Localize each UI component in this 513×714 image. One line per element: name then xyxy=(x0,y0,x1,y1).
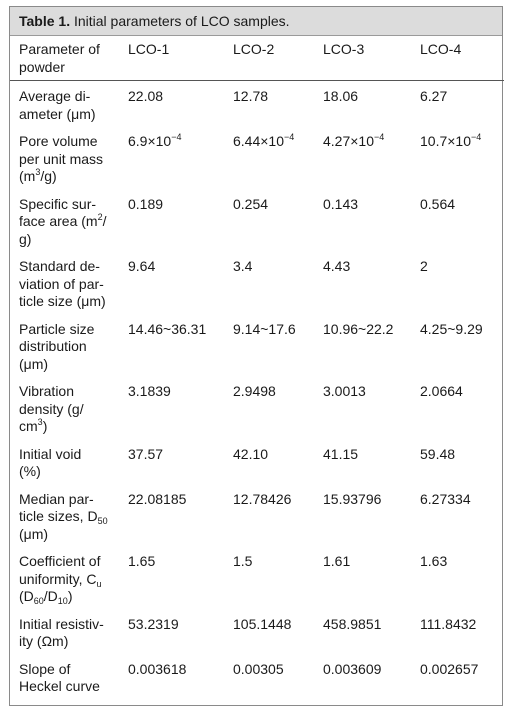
cell-value: 22.08185 xyxy=(128,490,187,507)
cell-value: 111.8432 xyxy=(420,615,477,632)
row-label-pore-volume: Pore volume per unit mass (m3/g) xyxy=(19,133,104,184)
table-row: Slope of Heckel curve 0.003618 0.00305 0.… xyxy=(10,654,504,699)
table-row: Coefficient of uniformity, Cu (D60/D10) 1.… xyxy=(10,546,504,609)
header-lco-1: LCO-1 xyxy=(128,41,170,57)
cell-value: 10.7×10−4 xyxy=(420,132,482,150)
cell-value: 6.27334 xyxy=(420,490,471,507)
cell-value: 9.64 xyxy=(128,258,156,274)
cell-value: 0.003618 xyxy=(128,660,187,677)
cell-value: 53.2319 xyxy=(128,615,179,632)
cell-value: 9.14~17.6 xyxy=(233,320,296,337)
cell-value: 3.0013 xyxy=(323,383,366,399)
cell-value: 1.61 xyxy=(323,553,351,569)
cell-value: 6.27 xyxy=(420,88,448,104)
cell-value: 37.57 xyxy=(128,445,164,462)
cell-value: 6.9×10−4 xyxy=(128,132,182,150)
cell-value: 4.43 xyxy=(323,258,351,274)
cell-value: 14.46~36.31 xyxy=(128,320,207,337)
cell-value: 1.5 xyxy=(233,553,253,569)
cell-value: 458.9851 xyxy=(323,615,382,632)
table-frame: Table 1. Initial parameters of LCO sampl… xyxy=(9,6,504,706)
row-label-average-diameter: Average di-ameter (μm) xyxy=(19,88,96,122)
cell-value: 2.0664 xyxy=(420,383,463,399)
cell-value: 0.003609 xyxy=(323,660,382,677)
parameters-table: Parameter of powder LCO-1 LCO-2 LCO-3 LCO… xyxy=(10,36,504,699)
table-row: Initial void (%) 37.57 42.10 41.15 59.48 xyxy=(10,439,504,484)
table-title: Initial parameters of LCO samples. xyxy=(73,13,290,29)
cell-value: 4.27×10−4 xyxy=(323,132,385,150)
cell-value: 59.48 xyxy=(420,445,456,462)
cell-value: 0.002657 xyxy=(420,660,479,677)
table-row: Vibration density (g/cm3) 3.1839 2.9498 3… xyxy=(10,376,504,439)
cell-value: 18.06 xyxy=(323,88,359,104)
cell-value: 4.25~9.29 xyxy=(420,320,483,337)
row-label-particle-size-distribution: Particle size distribution (μm) xyxy=(19,320,95,372)
cell-value: 12.78426 xyxy=(233,490,292,507)
row-label-initial-void: Initial void (%) xyxy=(19,445,82,480)
cell-value: 1.63 xyxy=(420,553,448,569)
table-row: Initial resistiv-ity (Ωm) 53.2319 105.14… xyxy=(10,609,504,654)
cell-value: 0.189 xyxy=(128,195,164,212)
cell-value: 3.4 xyxy=(233,258,253,274)
row-label-slope-of-heckel-curve: Slope of Heckel curve xyxy=(19,660,100,695)
row-label-specific-surface-area: Specific sur-face area (m2/g) xyxy=(19,195,107,247)
header-lco-3: LCO-3 xyxy=(323,41,365,57)
table-row: Specific sur-face area (m2/g) 0.189 0.25… xyxy=(10,189,504,252)
header-parameter: Parameter of powder xyxy=(19,41,100,75)
header-lco-2: LCO-2 xyxy=(233,41,275,57)
row-label-initial-resistivity: Initial resistiv-ity (Ωm) xyxy=(19,615,104,650)
row-label-coefficient-of-uniformity: Coefficient of uniformity, Cu (D60/D10) xyxy=(19,553,102,606)
cell-value: 10.96~22.2 xyxy=(323,320,394,337)
cell-value: 2 xyxy=(420,258,428,274)
row-label-vibration-density: Vibration density (g/cm3) xyxy=(19,383,84,434)
table-row: Pore volume per unit mass (m3/g) 6.9×10−4 … xyxy=(10,126,504,189)
row-label-standard-deviation: Standard de-viation of par-ticle size (μ… xyxy=(19,258,106,309)
table-row: Particle size distribution (μm) 14.46~36.3… xyxy=(10,314,504,377)
table-caption: Table 1. Initial parameters of LCO sampl… xyxy=(10,7,502,36)
table-label: Table 1. xyxy=(19,13,71,29)
cell-value: 22.08 xyxy=(128,88,164,104)
cell-value: 15.93796 xyxy=(323,490,382,507)
header-lco-4: LCO-4 xyxy=(420,41,462,57)
cell-value: 3.1839 xyxy=(128,383,171,399)
table-header-row: Parameter of powder LCO-1 LCO-2 LCO-3 LCO… xyxy=(10,36,504,81)
table-row: Average di-ameter (μm) 22.08 12.78 18.06… xyxy=(10,81,504,127)
cell-value: 12.78 xyxy=(233,88,269,104)
cell-value: 41.15 xyxy=(323,445,359,462)
table-row: Standard de-viation of par-ticle size (μ… xyxy=(10,251,504,314)
cell-value: 42.10 xyxy=(233,445,269,462)
cell-value: 105.1448 xyxy=(233,615,292,632)
cell-value: 1.65 xyxy=(128,553,156,569)
cell-value: 0.254 xyxy=(233,195,269,212)
cell-value: 6.44×10−4 xyxy=(233,132,295,150)
cell-value: 0.564 xyxy=(420,195,456,212)
row-label-median-particle-sizes: Median par-ticle sizes, D50 (μm) xyxy=(19,490,108,542)
cell-value: 2.9498 xyxy=(233,383,276,399)
table-row: Median par-ticle sizes, D50 (μm) 22.08185… xyxy=(10,484,504,547)
cell-value: 0.143 xyxy=(323,195,359,212)
cell-value: 0.00305 xyxy=(233,660,284,677)
